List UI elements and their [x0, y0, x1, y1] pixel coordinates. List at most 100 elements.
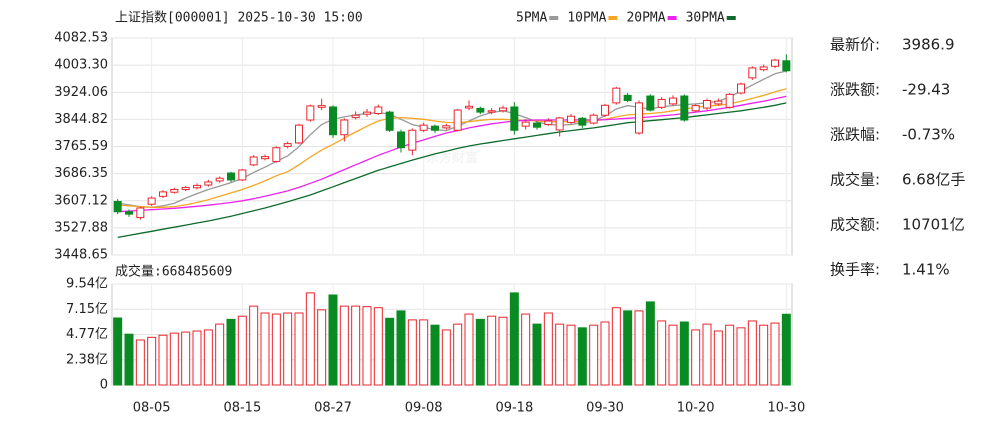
- legend-label: 30PMA: [686, 11, 725, 26]
- volume-bar: [419, 319, 429, 386]
- x-tick-label: 08-15: [223, 401, 261, 416]
- candle-body: [385, 111, 394, 131]
- candle-body: [465, 105, 473, 109]
- candle-body: [578, 117, 587, 126]
- candle-body: [691, 105, 700, 112]
- y-tick-label: 3844.82: [54, 112, 108, 127]
- x-tick-label: 08-05: [133, 401, 171, 416]
- volume-bar: [294, 312, 304, 386]
- quote-label: 换手率:: [830, 261, 880, 279]
- candle-body: [215, 177, 224, 182]
- y-tick-label: 9.54亿: [66, 277, 108, 292]
- legend-label: 5PMA: [516, 11, 547, 26]
- volume-title: 成交量:668485609: [115, 264, 232, 280]
- candle-body: [499, 107, 507, 112]
- ma-line: [117, 95, 787, 213]
- volume-bar: [453, 323, 463, 386]
- y-tick-label: 2.38亿: [66, 352, 108, 367]
- candle-body: [193, 184, 201, 189]
- volume-bar: [521, 313, 531, 386]
- volume-bar: [283, 312, 293, 386]
- volume-bar: [124, 333, 134, 386]
- candle-body: [567, 115, 575, 123]
- legend-label: 20PMA: [626, 11, 665, 26]
- candle-body: [737, 83, 745, 94]
- candle-body: [476, 107, 485, 113]
- candle-body: [714, 100, 723, 105]
- candle-body: [147, 197, 156, 205]
- volume-bar: [645, 301, 655, 386]
- quote-value: -29.43: [902, 81, 950, 99]
- candle-body: [725, 93, 734, 108]
- volume-bar: [362, 306, 372, 386]
- candle-body: [181, 186, 190, 190]
- quote-value: 10701亿: [902, 216, 965, 234]
- volume-bar: [555, 323, 565, 386]
- x-tick-label: 10-30: [767, 401, 805, 416]
- x-tick-label: 08-27: [314, 401, 352, 416]
- volume-bar: [271, 313, 281, 386]
- y-tick-label: 3448.65: [54, 248, 108, 263]
- volume-bar: [226, 318, 236, 386]
- volume-bar: [600, 321, 610, 386]
- volume-bar: [147, 336, 157, 386]
- quote-label: 成交量:: [830, 171, 880, 189]
- candle-body: [408, 129, 417, 151]
- volume-bar: [181, 331, 191, 386]
- volume-bar: [475, 318, 485, 386]
- volume-bar: [668, 324, 678, 386]
- volume-bar: [623, 310, 633, 386]
- candle-body: [238, 169, 247, 181]
- candle-body: [487, 110, 496, 113]
- x-tick-label: 10-20: [677, 401, 715, 416]
- y-tick-label: 0: [100, 378, 108, 393]
- volume-bar: [498, 316, 508, 386]
- watermark: 东方财富: [426, 150, 478, 166]
- legend-swatch: [726, 16, 736, 20]
- y-tick-label: 4003.30: [54, 58, 108, 73]
- candle-body: [317, 105, 326, 108]
- candle-body: [351, 114, 360, 119]
- volume-bar: [691, 329, 701, 386]
- y-tick-label: 3607.12: [54, 193, 108, 208]
- volume-bar: [192, 330, 202, 386]
- y-tick-label: 3924.06: [54, 85, 108, 100]
- candle-body: [589, 114, 598, 124]
- volume-bar: [487, 315, 497, 386]
- quote-label: 最新价:: [830, 36, 880, 54]
- quote-label: 涨跌幅:: [830, 126, 880, 144]
- candle-body: [204, 181, 213, 186]
- x-tick-label: 09-30: [586, 401, 624, 416]
- quote-value: 1.41%: [902, 261, 950, 279]
- candle-body: [306, 105, 315, 121]
- quote-label: 涨跌额:: [830, 81, 880, 99]
- volume-bar: [713, 330, 723, 386]
- candle-body: [136, 207, 145, 219]
- candle-body: [680, 95, 689, 121]
- volume-bar: [736, 327, 746, 386]
- y-tick-label: 3686.35: [54, 166, 108, 181]
- y-tick-label: 3765.59: [54, 139, 108, 154]
- volume-bar: [249, 305, 259, 386]
- candle-body: [521, 121, 530, 127]
- candle-body: [533, 122, 541, 128]
- volume-bar: [634, 310, 644, 386]
- ma-line: [117, 102, 787, 239]
- volume-bar: [464, 313, 474, 386]
- volume-bar: [543, 312, 553, 386]
- candle-body: [748, 67, 757, 79]
- volume-bar: [702, 323, 712, 386]
- candle-body: [453, 109, 462, 131]
- candle-body: [295, 124, 303, 144]
- candle-body: [272, 147, 281, 162]
- volume-bar: [260, 312, 270, 386]
- volume-bar: [679, 321, 689, 386]
- volume-bar: [215, 323, 225, 386]
- candle-body: [249, 156, 258, 166]
- y-tick-label: 4082.53: [54, 31, 108, 46]
- volume-bar: [339, 305, 349, 386]
- volume-bar: [135, 339, 145, 386]
- candle-body: [555, 117, 564, 131]
- candle-body: [759, 66, 768, 71]
